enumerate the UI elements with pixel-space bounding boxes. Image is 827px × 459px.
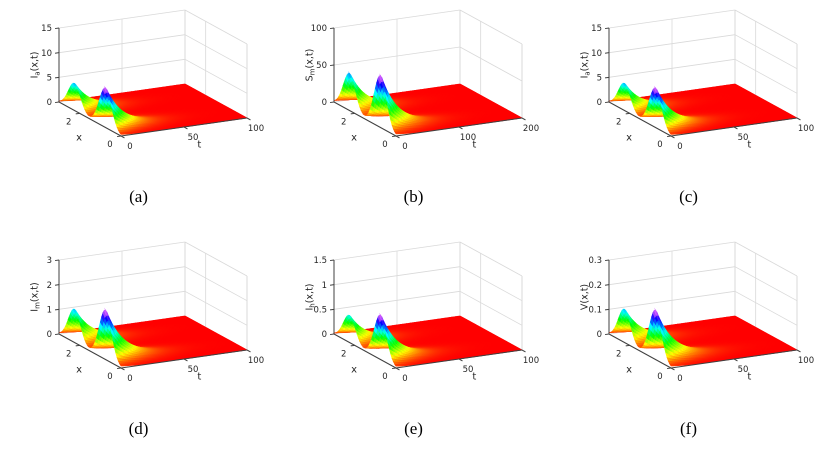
surface-plot-canvas-c bbox=[554, 8, 823, 184]
subplot-grid: (a) (b) (c) (d) (e) (f) bbox=[1, 8, 826, 446]
subplot-b: (b) bbox=[276, 8, 551, 214]
subplot-f: (f) bbox=[551, 240, 826, 446]
subplot-caption-f: (f) bbox=[680, 419, 697, 438]
subplot-e: (e) bbox=[276, 240, 551, 446]
surface-plot-canvas-d bbox=[4, 240, 273, 416]
surface-plot-canvas-e bbox=[279, 240, 548, 416]
subplot-caption-b: (b) bbox=[403, 187, 424, 206]
subplot-caption-e: (e) bbox=[404, 419, 423, 438]
subplot-caption-c: (c) bbox=[679, 187, 698, 206]
surface-plot-canvas-b bbox=[279, 8, 548, 184]
surface-plot-canvas-f bbox=[554, 240, 823, 416]
subplot-caption-a: (a) bbox=[129, 187, 148, 206]
surface-plot-canvas-a bbox=[4, 8, 273, 184]
subplot-caption-d: (d) bbox=[128, 419, 149, 438]
subplot-a: (a) bbox=[1, 8, 276, 214]
subplot-c: (c) bbox=[551, 8, 826, 214]
subplot-d: (d) bbox=[1, 240, 276, 446]
